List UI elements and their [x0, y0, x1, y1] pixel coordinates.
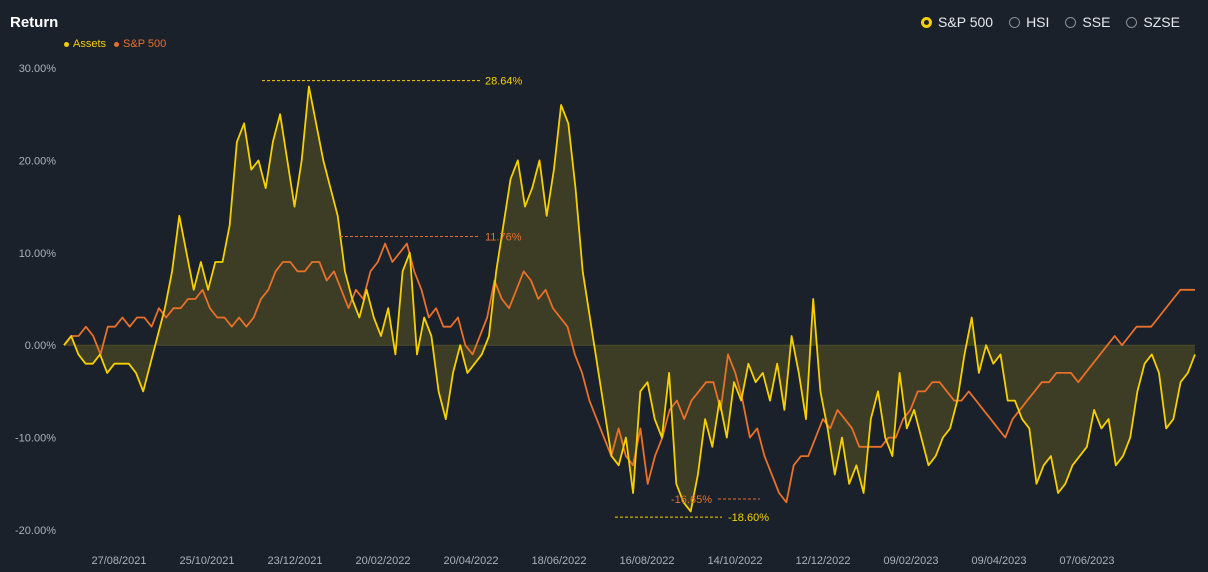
benchmark-label: S&P 500 [938, 14, 994, 30]
radio-icon[interactable] [1126, 16, 1138, 28]
annotation-label: 11.76% [485, 232, 522, 244]
x-tick-label: 14/10/2022 [707, 555, 762, 567]
benchmark-label: SSE [1082, 14, 1111, 30]
x-tick-label: 23/12/2021 [267, 555, 322, 567]
benchmark-option-sp500[interactable]: S&P 500 [921, 14, 993, 30]
chart-legend: Assets S&P 500 [64, 38, 166, 50]
annotation-label: -18.60% [728, 512, 769, 524]
x-tick-label: 16/08/2022 [619, 555, 674, 567]
y-tick-label: 20.00% [19, 155, 57, 167]
benchmark-option-hsi[interactable]: HSI [1009, 14, 1049, 30]
legend-label-assets: Assets [73, 38, 107, 50]
y-tick-label: -20.00% [15, 525, 56, 537]
x-tick-label: 25/10/2021 [179, 555, 234, 567]
y-tick-label: 30.00% [19, 63, 57, 75]
benchmark-option-szse[interactable]: SZSE [1126, 14, 1180, 30]
legend-dot-icon [64, 41, 69, 47]
legend-item-assets[interactable]: Assets [64, 38, 106, 50]
x-tick-label: 27/08/2021 [91, 555, 146, 567]
annotations-layer: 28.64% 11.76% -16.65% -18.60% [262, 76, 769, 524]
annotation-label: 28.64% [485, 76, 523, 88]
assets-area [64, 86, 1195, 512]
x-axis: 27/08/2021 25/10/2021 23/12/2021 20/02/2022… [91, 555, 1114, 567]
y-axis: 30.00% 20.00% 10.00% 0.00% -10.00% -20.00% [15, 63, 56, 537]
x-tick-label: 12/12/2022 [795, 555, 850, 567]
assets-line [63, 85, 1196, 513]
benchmark-selector: S&P 500 HSI SSE SZSE [921, 14, 1180, 30]
x-tick-label: 20/04/2022 [443, 555, 498, 567]
benchmark-label: SZSE [1143, 14, 1180, 30]
x-tick-label: 18/06/2022 [531, 555, 586, 567]
area-layer [64, 86, 1195, 512]
x-tick-label: 20/02/2022 [355, 555, 410, 567]
radio-selected-icon[interactable] [921, 16, 933, 28]
radio-icon[interactable] [1065, 16, 1077, 28]
x-tick-label: 07/06/2023 [1059, 555, 1114, 567]
lines-layer [63, 85, 1196, 513]
x-tick-label: 09/02/2023 [883, 555, 938, 567]
chart-title: Return [10, 14, 59, 31]
legend-label-sp500: S&P 500 [123, 38, 167, 50]
benchmark-label: HSI [1026, 14, 1050, 30]
y-tick-label: -10.00% [15, 433, 56, 445]
annotation-label: -16.65% [671, 494, 712, 506]
y-tick-label: 10.00% [19, 248, 57, 260]
legend-dot-icon [114, 41, 120, 47]
legend-item-sp500[interactable]: S&P 500 [114, 38, 166, 50]
radio-icon[interactable] [1009, 16, 1021, 28]
x-tick-label: 09/04/2023 [971, 555, 1026, 567]
benchmark-option-sse[interactable]: SSE [1065, 14, 1110, 30]
y-tick-label: 0.00% [25, 340, 56, 352]
